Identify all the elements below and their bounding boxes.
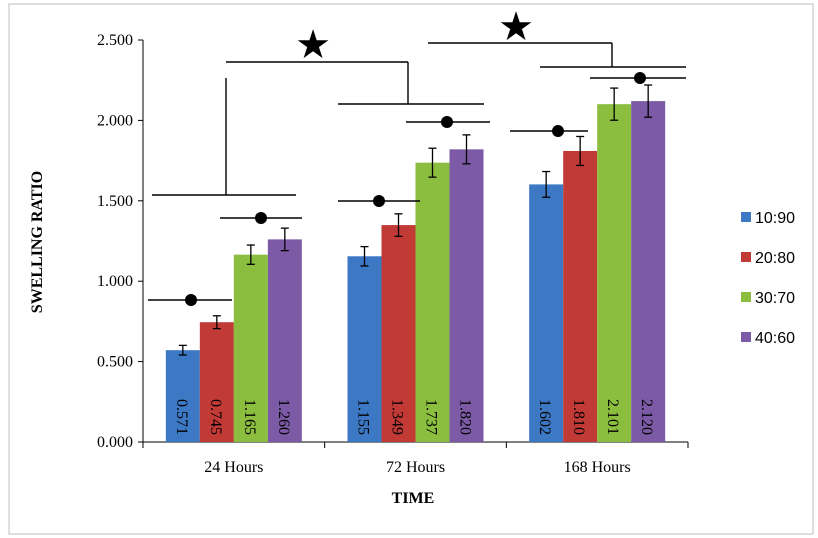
y-tick-label: 2.500	[97, 32, 133, 49]
bar	[597, 104, 632, 442]
data-label: 2.120	[638, 399, 655, 435]
data-label: 1.349	[389, 399, 406, 435]
y-axis-title: SWELLING RATIO	[29, 171, 46, 313]
data-label: 1.165	[241, 399, 258, 435]
data-label: 1.820	[457, 399, 474, 435]
data-label: 1.810	[570, 399, 587, 435]
data-label: 1.602	[536, 399, 553, 435]
legend-label: 40:60	[755, 330, 795, 347]
legend-label: 30:70	[755, 290, 795, 307]
y-tick-label: 1.500	[97, 193, 133, 210]
significance-dot	[441, 116, 453, 128]
legend-swatch	[741, 212, 751, 222]
data-label: 1.260	[275, 399, 292, 435]
y-tick-label: 0.500	[97, 354, 133, 371]
significance-dot	[634, 72, 646, 84]
legend-label: 10:90	[755, 210, 795, 227]
legend-swatch	[741, 252, 751, 262]
bar	[631, 101, 666, 442]
x-axis-title: TIME	[392, 490, 435, 507]
significance-star: ★	[498, 4, 534, 50]
x-tick-label: 168 Hours	[564, 459, 631, 476]
data-label: 1.155	[355, 399, 372, 435]
significance-dot	[373, 195, 385, 207]
bar	[267, 239, 302, 442]
bar	[165, 350, 200, 442]
data-label: 2.101	[604, 399, 621, 435]
data-label: 1.737	[423, 399, 440, 435]
legend-swatch	[741, 292, 751, 302]
significance-star: ★	[295, 22, 331, 68]
y-tick-label: 0.000	[97, 434, 133, 451]
data-label: 0.571	[173, 399, 190, 435]
x-tick-label: 72 Hours	[386, 459, 445, 476]
y-tick-label: 1.000	[97, 273, 133, 290]
bar	[415, 162, 450, 442]
y-tick-label: 2.000	[97, 112, 133, 129]
legend-swatch	[741, 332, 751, 342]
bar	[381, 225, 416, 442]
x-tick-label: 24 Hours	[204, 459, 263, 476]
bar	[529, 184, 564, 442]
significance-dot	[185, 294, 197, 306]
bar	[199, 322, 234, 442]
data-label: 0.745	[207, 399, 224, 435]
significance-dot	[255, 212, 267, 224]
bar	[563, 150, 598, 442]
significance-dot	[552, 125, 564, 137]
bar	[449, 149, 484, 442]
bar	[347, 256, 382, 442]
legend-label: 20:80	[755, 250, 795, 267]
bar	[233, 254, 268, 442]
